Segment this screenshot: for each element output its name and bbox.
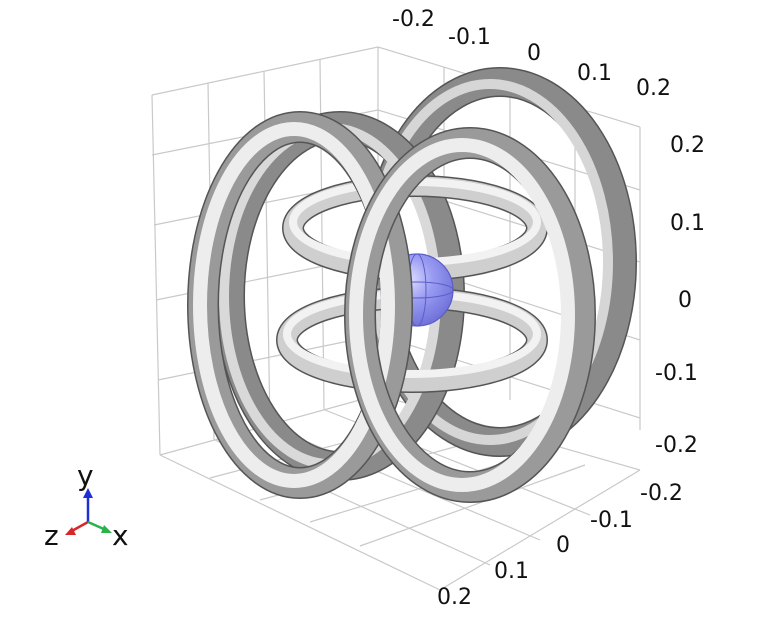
right-tick-4: -0.2 (655, 433, 698, 458)
bottom-tick-4: 0.2 (437, 585, 472, 610)
right-tick-0: 0.2 (670, 133, 705, 158)
z-arrow-head (65, 527, 76, 535)
top-tick-4: 0.2 (636, 76, 671, 101)
top-axis-ticks: -0.2 -0.1 0 0.1 0.2 (392, 7, 671, 101)
z-axis-label: z (44, 519, 59, 552)
right-axis-ticks: 0.2 0.1 0 -0.1 -0.2 (655, 133, 705, 458)
left-edge (151, 94, 161, 456)
bottom-axis-ticks: -0.2 -0.1 0 0.1 0.2 (437, 481, 683, 610)
bottom-tick-0: -0.2 (640, 481, 683, 506)
top-tick-0: -0.2 (392, 7, 435, 32)
y-arrow-head (83, 488, 93, 498)
bottom-tick-2: 0 (556, 533, 570, 558)
bottom-tick-1: -0.1 (590, 508, 633, 533)
right-tick-2: 0 (678, 288, 692, 313)
top-tick-3: 0.1 (577, 61, 612, 86)
right-tick-3: -0.1 (655, 361, 698, 386)
coil-assembly[interactable] (187, 67, 637, 503)
y-axis-label: y (77, 459, 94, 492)
outer-ring-right-front[interactable] (344, 127, 596, 503)
right-tick-1: 0.1 (670, 211, 705, 236)
top-tick-1: -0.1 (448, 25, 491, 50)
x-axis-label: x (112, 519, 129, 552)
bottom-tick-3: 0.1 (494, 559, 529, 584)
top-tick-2: 0 (527, 41, 541, 66)
x-arrow-head (101, 525, 112, 533)
outer-ring-left-front[interactable] (187, 111, 413, 499)
axis-triad: y z x (44, 459, 129, 552)
